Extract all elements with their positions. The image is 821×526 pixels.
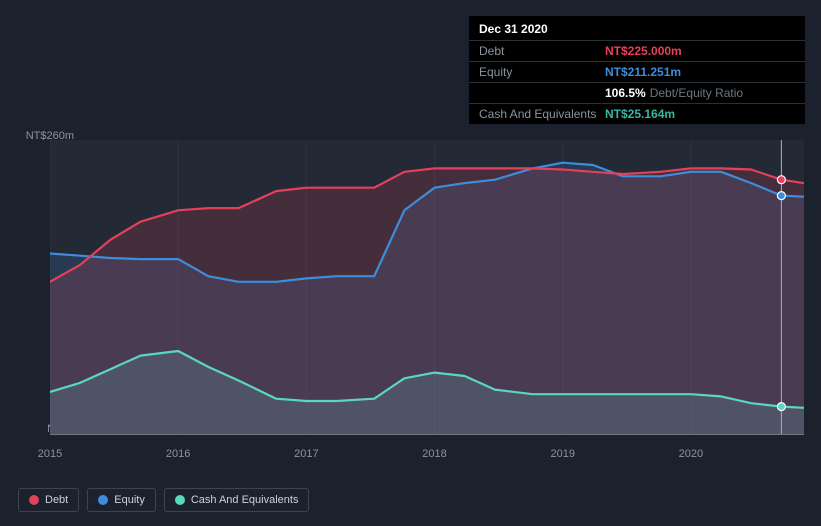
legend-swatch xyxy=(98,495,108,505)
legend-label: Cash And Equivalents xyxy=(191,494,299,506)
tooltip-row: EquityNT$211.251m xyxy=(469,61,805,82)
tooltip-row-label: Debt xyxy=(479,44,605,58)
x-tick-label: 2015 xyxy=(38,448,62,460)
legend-label: Equity xyxy=(114,494,145,506)
legend-swatch xyxy=(175,495,185,505)
x-tick-label: 2018 xyxy=(422,448,446,460)
tooltip-date: Dec 31 2020 xyxy=(469,16,805,40)
tooltip-row: Cash And EquivalentsNT$25.164m xyxy=(469,103,805,124)
hover-tooltip: Dec 31 2020 DebtNT$225.000mEquityNT$211.… xyxy=(469,16,805,124)
x-tick-label: 2020 xyxy=(679,448,703,460)
tooltip-row-label: Cash And Equivalents xyxy=(479,107,605,121)
plot-area[interactable] xyxy=(50,140,804,435)
tooltip-row-value: NT$211.251m xyxy=(605,65,681,79)
legend-item[interactable]: Cash And Equivalents xyxy=(164,488,310,512)
legend-item[interactable]: Debt xyxy=(18,488,79,512)
tooltip-row: DebtNT$225.000m xyxy=(469,40,805,61)
tooltip-row-label: Equity xyxy=(479,65,605,79)
tooltip-row-suffix: Debt/Equity Ratio xyxy=(650,86,743,100)
tooltip-row-label xyxy=(479,86,605,100)
legend-swatch xyxy=(29,495,39,505)
x-tick-label: 2017 xyxy=(294,448,318,460)
legend-item[interactable]: Equity xyxy=(87,488,156,512)
legend: Debt Equity Cash And Equivalents xyxy=(18,488,309,512)
tooltip-row: 106.5% Debt/Equity Ratio xyxy=(469,82,805,103)
chart-container: NT$260m NT$0 201520162017201820192020 xyxy=(18,120,804,460)
x-axis: 201520162017201820192020 xyxy=(50,440,804,458)
tooltip-row-value: NT$225.000m xyxy=(605,44,682,58)
chart-svg xyxy=(50,140,804,435)
tooltip-row-value: 106.5% xyxy=(605,86,646,100)
tooltip-row-value: NT$25.164m xyxy=(605,107,675,121)
legend-label: Debt xyxy=(45,494,68,506)
x-tick-label: 2019 xyxy=(550,448,574,460)
x-tick-label: 2016 xyxy=(166,448,190,460)
